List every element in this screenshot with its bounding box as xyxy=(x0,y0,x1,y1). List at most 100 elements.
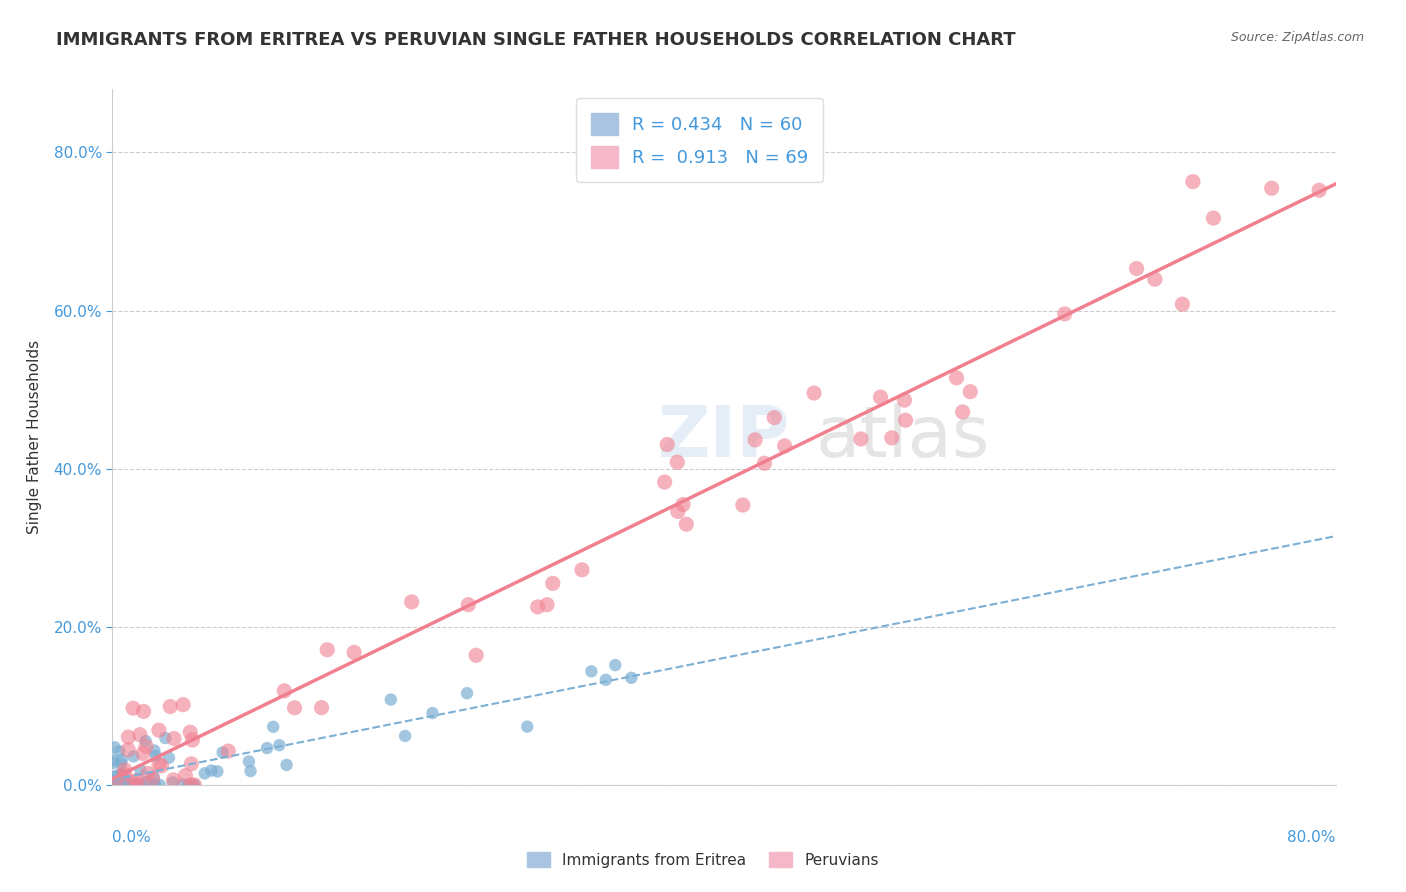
Text: Source: ZipAtlas.com: Source: ZipAtlas.com xyxy=(1230,31,1364,45)
Point xyxy=(773,439,796,453)
Point xyxy=(143,778,166,792)
Legend: Immigrants from Eritrea, Peruvians: Immigrants from Eritrea, Peruvians xyxy=(519,844,887,875)
Point xyxy=(132,747,155,761)
Point xyxy=(180,778,202,792)
Point xyxy=(605,658,627,673)
Point xyxy=(516,720,538,734)
Point xyxy=(536,598,558,612)
Point xyxy=(135,739,157,754)
Point xyxy=(172,777,194,791)
Point xyxy=(125,773,148,788)
Point xyxy=(125,778,148,792)
Point xyxy=(849,432,872,446)
Point xyxy=(129,763,152,777)
Point xyxy=(118,778,141,792)
Point xyxy=(283,700,305,714)
Point xyxy=(145,748,167,763)
Point xyxy=(211,746,233,760)
Point xyxy=(401,595,423,609)
Point xyxy=(183,778,205,792)
Point xyxy=(108,744,131,758)
Point xyxy=(104,770,127,784)
Point xyxy=(657,437,679,451)
Point xyxy=(541,576,564,591)
Point xyxy=(118,778,141,792)
Point xyxy=(343,645,366,659)
Legend: R = 0.434   N = 60, R =  0.913   N = 69: R = 0.434 N = 60, R = 0.913 N = 69 xyxy=(576,98,823,182)
Point xyxy=(217,744,239,758)
Point xyxy=(269,738,291,752)
Point xyxy=(179,725,201,739)
Point xyxy=(311,700,333,714)
Point xyxy=(1308,183,1330,197)
Point xyxy=(117,778,139,792)
Point xyxy=(142,772,165,786)
Text: ZIP: ZIP xyxy=(658,402,790,472)
Point xyxy=(172,698,194,712)
Point xyxy=(110,756,132,771)
Point xyxy=(654,475,676,489)
Point xyxy=(104,775,127,789)
Point xyxy=(122,778,145,792)
Point xyxy=(754,456,776,470)
Point xyxy=(122,775,145,789)
Point xyxy=(945,371,967,385)
Point xyxy=(148,723,170,738)
Point xyxy=(194,766,217,780)
Point xyxy=(200,764,222,778)
Point xyxy=(117,776,139,790)
Point xyxy=(157,751,180,765)
Point xyxy=(1125,261,1147,276)
Point xyxy=(1260,181,1282,195)
Point xyxy=(893,393,915,408)
Point xyxy=(174,769,197,783)
Point xyxy=(162,775,184,789)
Point xyxy=(1181,175,1204,189)
Point xyxy=(1171,297,1194,311)
Point xyxy=(744,433,766,447)
Point xyxy=(952,405,974,419)
Point xyxy=(394,729,416,743)
Point xyxy=(183,778,205,792)
Point xyxy=(150,759,173,773)
Point xyxy=(112,778,135,792)
Point xyxy=(456,686,478,700)
Point xyxy=(103,756,125,770)
Point xyxy=(316,642,339,657)
Point xyxy=(114,763,136,777)
Point xyxy=(143,743,166,757)
Point xyxy=(207,764,229,779)
Point xyxy=(880,431,903,445)
Point xyxy=(595,673,617,687)
Text: 80.0%: 80.0% xyxy=(1288,830,1336,845)
Point xyxy=(763,410,786,425)
Point xyxy=(105,778,128,792)
Point xyxy=(163,731,186,746)
Point xyxy=(142,770,165,784)
Point xyxy=(159,699,181,714)
Point xyxy=(181,733,204,747)
Point xyxy=(135,734,157,748)
Point xyxy=(162,772,184,787)
Point xyxy=(675,517,697,532)
Point xyxy=(127,778,149,792)
Point xyxy=(110,768,132,782)
Point xyxy=(132,778,155,792)
Point xyxy=(894,413,917,427)
Point xyxy=(571,563,593,577)
Text: atlas: atlas xyxy=(815,402,990,472)
Point xyxy=(422,706,444,720)
Point xyxy=(122,701,145,715)
Point xyxy=(111,768,134,782)
Point xyxy=(672,498,695,512)
Point xyxy=(262,720,284,734)
Point xyxy=(1202,211,1225,226)
Point xyxy=(149,778,172,792)
Point xyxy=(1053,307,1076,321)
Point xyxy=(155,731,177,745)
Text: IMMIGRANTS FROM ERITREA VS PERUVIAN SINGLE FATHER HOUSEHOLDS CORRELATION CHART: IMMIGRANTS FROM ERITREA VS PERUVIAN SING… xyxy=(56,31,1017,49)
Text: 0.0%: 0.0% xyxy=(112,830,152,845)
Point xyxy=(959,384,981,399)
Point xyxy=(132,705,155,719)
Point xyxy=(115,778,138,792)
